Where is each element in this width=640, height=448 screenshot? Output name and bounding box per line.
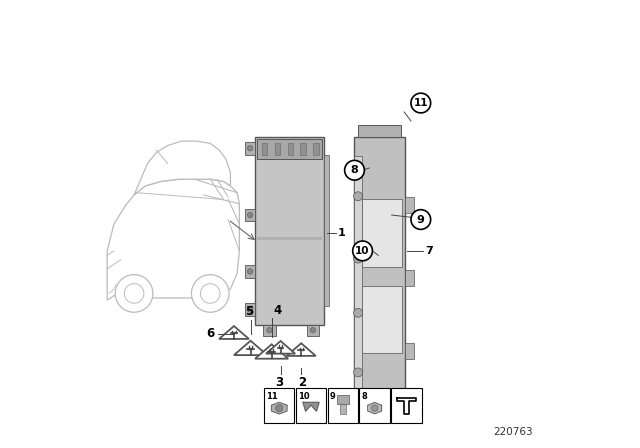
Circle shape — [124, 284, 144, 303]
FancyBboxPatch shape — [391, 388, 422, 423]
FancyBboxPatch shape — [358, 125, 401, 137]
FancyBboxPatch shape — [255, 137, 324, 325]
Polygon shape — [219, 326, 249, 339]
Circle shape — [200, 284, 220, 303]
Polygon shape — [134, 141, 230, 195]
FancyBboxPatch shape — [263, 325, 276, 336]
Circle shape — [276, 405, 283, 412]
Circle shape — [353, 308, 362, 317]
FancyBboxPatch shape — [245, 303, 255, 316]
FancyBboxPatch shape — [287, 143, 293, 155]
Text: 6: 6 — [207, 327, 215, 340]
Circle shape — [248, 212, 253, 218]
Text: 9: 9 — [330, 392, 335, 401]
Text: 220763: 220763 — [493, 427, 533, 437]
FancyBboxPatch shape — [264, 388, 294, 423]
Circle shape — [344, 160, 364, 180]
Circle shape — [353, 241, 372, 261]
FancyBboxPatch shape — [275, 143, 280, 155]
Circle shape — [353, 368, 362, 377]
Text: 7: 7 — [425, 246, 433, 256]
FancyBboxPatch shape — [296, 388, 326, 423]
Circle shape — [191, 275, 229, 312]
Text: 3: 3 — [275, 376, 283, 389]
Circle shape — [267, 327, 272, 333]
Circle shape — [353, 192, 362, 201]
Text: 10: 10 — [355, 246, 370, 256]
FancyBboxPatch shape — [358, 408, 401, 419]
FancyBboxPatch shape — [314, 143, 319, 155]
Polygon shape — [108, 179, 239, 300]
FancyBboxPatch shape — [262, 143, 267, 155]
FancyBboxPatch shape — [405, 270, 414, 286]
Circle shape — [411, 93, 431, 113]
FancyBboxPatch shape — [405, 197, 414, 212]
FancyBboxPatch shape — [353, 137, 405, 408]
Text: 1: 1 — [338, 228, 346, 238]
Text: 8: 8 — [351, 165, 358, 175]
Circle shape — [115, 275, 153, 312]
Text: 9: 9 — [417, 215, 425, 224]
FancyBboxPatch shape — [328, 388, 358, 423]
Text: 2: 2 — [298, 376, 306, 389]
FancyBboxPatch shape — [245, 265, 255, 278]
FancyBboxPatch shape — [360, 388, 390, 423]
Text: 11: 11 — [266, 392, 278, 401]
Text: 4: 4 — [273, 304, 281, 317]
Text: 11: 11 — [413, 98, 428, 108]
FancyBboxPatch shape — [353, 155, 362, 389]
Text: 8: 8 — [362, 392, 367, 401]
FancyBboxPatch shape — [245, 209, 255, 221]
Circle shape — [248, 307, 253, 312]
Circle shape — [248, 146, 253, 151]
FancyBboxPatch shape — [362, 199, 402, 267]
Polygon shape — [234, 341, 267, 355]
FancyBboxPatch shape — [245, 142, 255, 155]
Polygon shape — [255, 345, 288, 359]
FancyBboxPatch shape — [362, 286, 402, 353]
FancyBboxPatch shape — [300, 143, 306, 155]
FancyBboxPatch shape — [340, 404, 346, 414]
FancyBboxPatch shape — [257, 237, 323, 240]
Polygon shape — [271, 402, 287, 414]
FancyBboxPatch shape — [324, 155, 329, 306]
FancyBboxPatch shape — [307, 325, 319, 336]
FancyBboxPatch shape — [257, 139, 323, 159]
Polygon shape — [266, 341, 295, 353]
Circle shape — [310, 327, 316, 333]
FancyBboxPatch shape — [337, 395, 349, 404]
Text: 10: 10 — [298, 392, 310, 401]
Polygon shape — [303, 402, 319, 411]
Polygon shape — [367, 402, 381, 414]
Circle shape — [248, 269, 253, 274]
Circle shape — [353, 254, 362, 263]
Text: 5: 5 — [245, 305, 253, 318]
FancyBboxPatch shape — [405, 343, 414, 359]
Polygon shape — [287, 343, 316, 356]
Circle shape — [372, 405, 378, 411]
Circle shape — [411, 210, 431, 229]
